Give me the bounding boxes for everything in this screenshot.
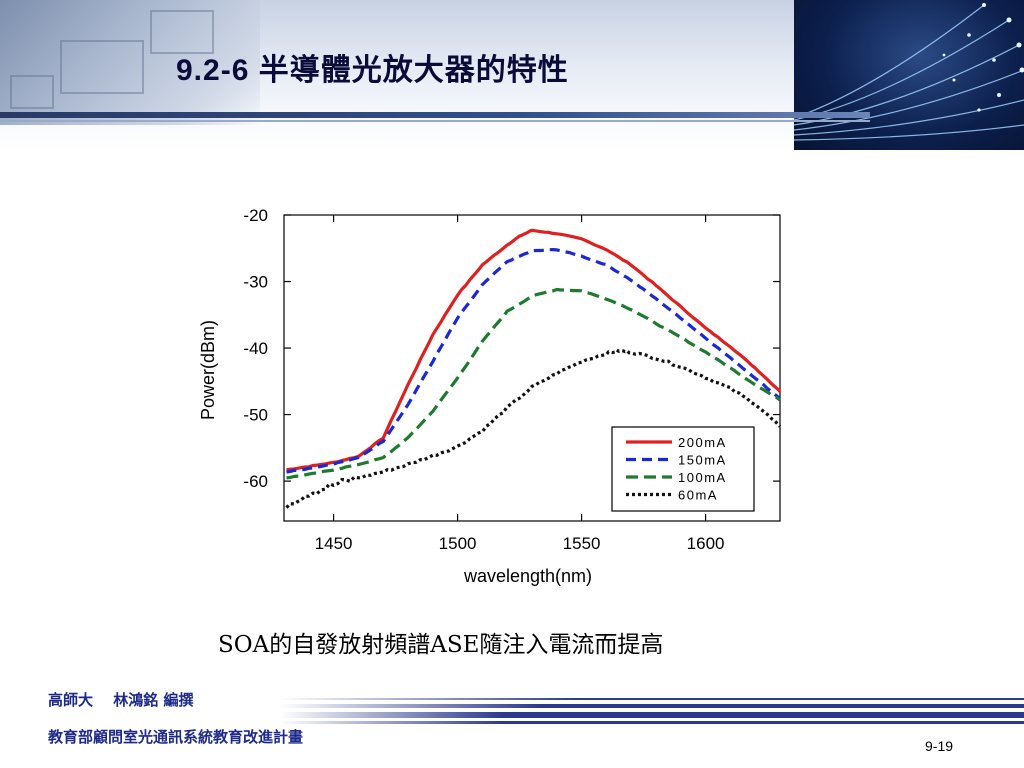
x-tick-label: 1600 <box>687 534 725 553</box>
y-tick-label: -60 <box>243 472 268 491</box>
legend-label-150mA: 150mA <box>678 453 727 468</box>
series-line-200mA <box>286 228 782 472</box>
footer-stripes <box>280 698 1024 726</box>
legend: 200mA 150mA 100mA 60mA <box>611 426 755 512</box>
legend-label-60mA: 60mA <box>678 488 718 503</box>
series-line-150mA <box>286 248 782 474</box>
y-tick-label: -40 <box>243 339 268 358</box>
footer-program: 教育部顧問室光通訊系統教育改進計畫 <box>48 728 304 746</box>
x-axis-label: wavelength(nm) <box>463 566 592 586</box>
page-number: 9-19 <box>925 738 954 754</box>
y-tick-label: -50 <box>243 406 268 425</box>
legend-label-100mA: 100mA <box>678 470 727 485</box>
title-underline <box>0 112 870 118</box>
circuit-decoration <box>0 0 260 125</box>
tick-layer: 1450 1500 1550 1600 -20 -30 -40 -50 -60 <box>243 206 780 553</box>
header-banner: 9.2-6 半導體光放大器的特性 <box>0 0 1024 150</box>
x-tick-label: 1550 <box>563 534 601 553</box>
slide-title: 9.2-6 半導體光放大器的特性 <box>176 54 569 87</box>
figure-caption: SOA的自發放射頻譜ASE隨注入電流而提高 <box>218 632 664 658</box>
footer-author: 高師大 林鴻銘 編撰 <box>48 691 194 709</box>
x-tick-label: 1450 <box>315 534 353 553</box>
series-line-100mA <box>286 287 781 480</box>
series-layer <box>285 228 782 509</box>
y-tick-label: -30 <box>243 273 268 292</box>
series-line-60mA <box>285 348 782 509</box>
title-underline-thin <box>0 120 870 122</box>
y-tick-label: -20 <box>243 206 268 225</box>
x-tick-label: 1500 <box>439 534 477 553</box>
fiber-optic-decoration <box>794 0 1024 150</box>
y-axis-label: Power(dBm) <box>198 320 218 420</box>
legend-label-200mA: 200mA <box>678 435 727 450</box>
